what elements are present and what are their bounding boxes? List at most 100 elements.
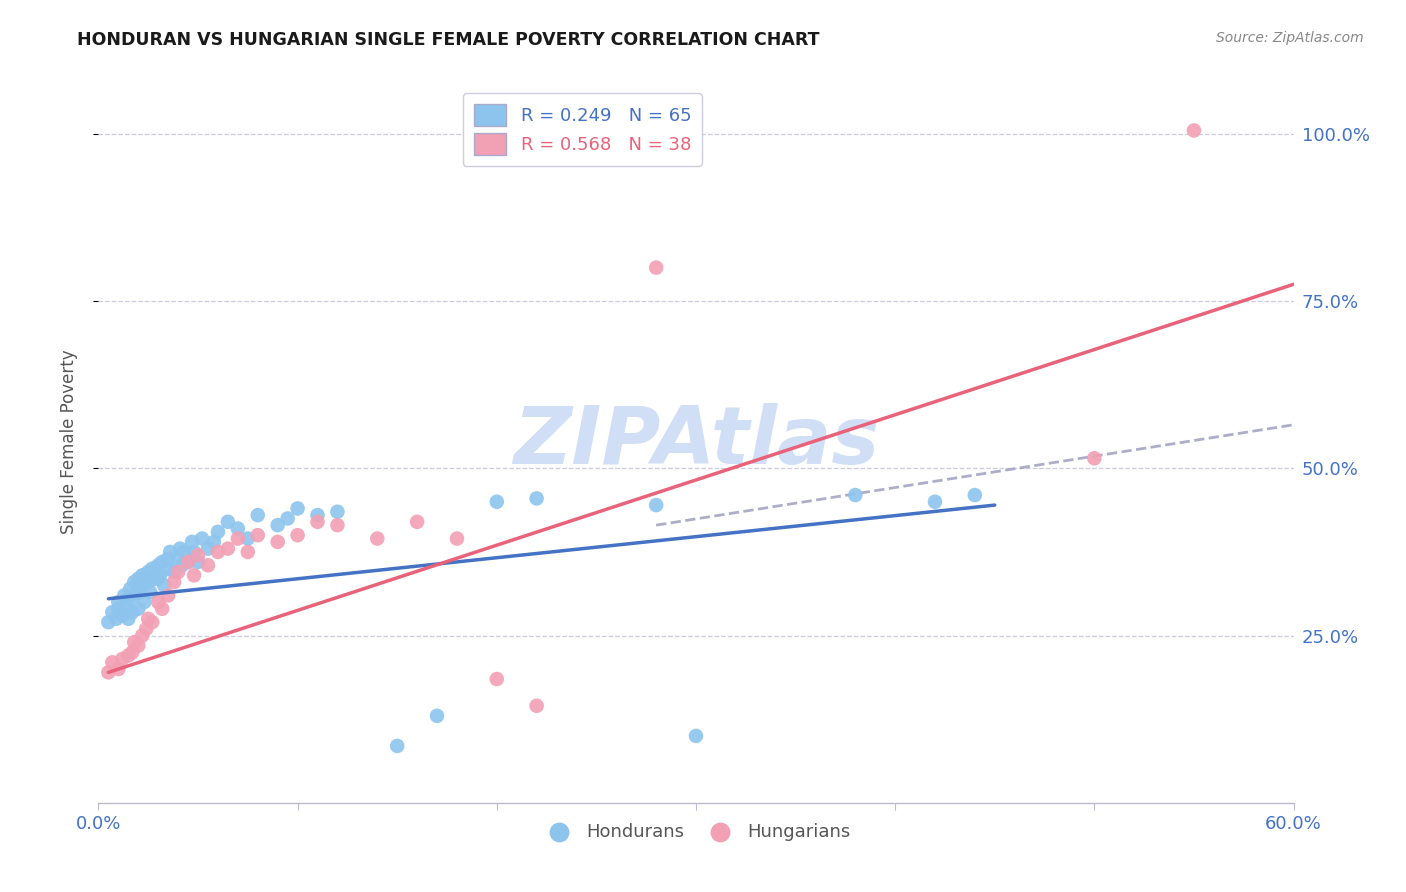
Point: [183, 568, 205, 582]
Point: [485, 494, 508, 508]
Point: [169, 541, 191, 556]
Point: [97, 615, 120, 630]
Point: [148, 595, 170, 609]
Point: [136, 565, 159, 579]
Point: [685, 729, 707, 743]
Point: [217, 515, 239, 529]
Point: [191, 532, 214, 546]
Point: [426, 708, 449, 723]
Point: [127, 639, 149, 653]
Point: [177, 555, 200, 569]
Point: [124, 575, 146, 590]
Point: [236, 532, 259, 546]
Point: [844, 488, 866, 502]
Point: [125, 585, 148, 599]
Point: [157, 562, 180, 576]
Point: [97, 665, 120, 680]
Point: [163, 575, 186, 590]
Point: [121, 645, 143, 659]
Point: [129, 585, 152, 599]
Point: [157, 589, 180, 603]
Point: [148, 572, 170, 586]
Point: [127, 602, 149, 616]
Point: [187, 555, 209, 569]
Point: [117, 648, 139, 663]
Point: [159, 545, 181, 559]
Text: Source: ZipAtlas.com: Source: ZipAtlas.com: [1216, 31, 1364, 45]
Point: [172, 558, 194, 573]
Point: [207, 545, 229, 559]
Point: [246, 528, 269, 542]
Point: [120, 582, 142, 596]
Point: [150, 602, 173, 616]
Point: [173, 545, 195, 559]
Point: [105, 612, 128, 626]
Point: [177, 555, 200, 569]
Point: [1182, 123, 1205, 137]
Point: [526, 491, 548, 506]
Point: [163, 565, 186, 579]
Point: [287, 528, 309, 542]
Point: [134, 595, 156, 609]
Point: [111, 608, 134, 623]
Point: [645, 260, 668, 275]
Point: [111, 652, 134, 666]
Point: [963, 488, 986, 502]
Point: [117, 612, 139, 626]
Point: [197, 541, 219, 556]
Point: [124, 635, 146, 649]
Point: [217, 541, 239, 556]
Point: [385, 739, 409, 753]
Point: [141, 562, 163, 576]
Point: [107, 662, 129, 676]
Point: [127, 572, 149, 586]
Point: [246, 508, 269, 523]
Point: [366, 532, 388, 546]
Point: [112, 589, 135, 603]
Point: [181, 534, 204, 549]
Point: [226, 532, 249, 546]
Point: [148, 558, 170, 573]
Point: [131, 568, 153, 582]
Point: [446, 532, 468, 546]
Point: [131, 578, 153, 592]
Point: [307, 515, 329, 529]
Point: [135, 622, 157, 636]
Point: [197, 558, 219, 573]
Point: [153, 578, 176, 592]
Point: [1083, 451, 1105, 466]
Point: [131, 628, 153, 642]
Point: [136, 575, 159, 590]
Y-axis label: Single Female Poverty: Single Female Poverty: [59, 350, 77, 533]
Point: [139, 585, 162, 599]
Point: [141, 615, 163, 630]
Point: [226, 521, 249, 535]
Point: [136, 612, 159, 626]
Point: [236, 545, 259, 559]
Point: [202, 534, 225, 549]
Point: [207, 524, 229, 539]
Point: [183, 545, 205, 559]
Point: [287, 501, 309, 516]
Point: [167, 565, 190, 579]
Point: [121, 605, 143, 619]
Point: [117, 591, 139, 606]
Point: [277, 511, 299, 525]
Point: [307, 508, 329, 523]
Point: [167, 551, 190, 566]
Point: [485, 672, 508, 686]
Point: [101, 655, 124, 669]
Point: [326, 518, 349, 533]
Point: [187, 548, 209, 563]
Point: [107, 602, 129, 616]
Point: [645, 498, 668, 512]
Point: [406, 515, 429, 529]
Point: [326, 505, 349, 519]
Point: [267, 518, 290, 533]
Point: [526, 698, 548, 713]
Text: HONDURAN VS HUNGARIAN SINGLE FEMALE POVERTY CORRELATION CHART: HONDURAN VS HUNGARIAN SINGLE FEMALE POVE…: [77, 31, 820, 49]
Point: [124, 589, 146, 603]
Point: [150, 555, 173, 569]
Point: [267, 534, 290, 549]
Text: ZIPAtlas: ZIPAtlas: [513, 402, 879, 481]
